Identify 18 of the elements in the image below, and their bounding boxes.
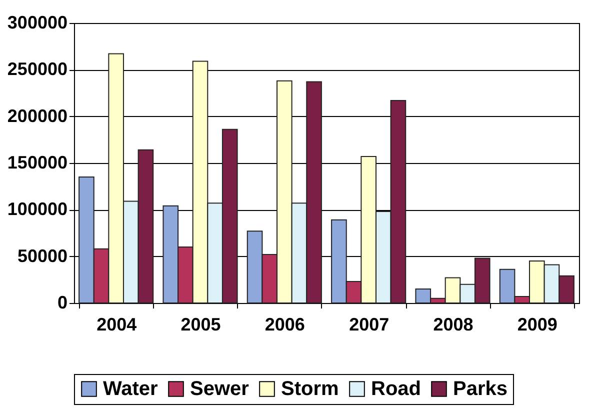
- legend-label: Parks: [453, 378, 508, 400]
- x-tick-label: 2008: [433, 314, 474, 334]
- y-tick-label: 200000: [7, 106, 68, 126]
- y-tick-label: 250000: [7, 59, 68, 80]
- y-tick-label: 50000: [17, 246, 68, 266]
- legend-label: Storm: [281, 378, 339, 400]
- x-tick-label: 2006: [264, 314, 305, 334]
- y-tick-label: 300000: [7, 12, 68, 32]
- x-tick-label: 2009: [517, 314, 558, 334]
- x-tick-label: 2007: [349, 314, 390, 334]
- x-tick-label: 2004: [96, 314, 137, 334]
- legend-label: Road: [371, 378, 421, 400]
- legend-label: Sewer: [190, 378, 250, 400]
- y-tick-label: 100000: [7, 199, 68, 220]
- y-tick-label: 150000: [7, 152, 68, 172]
- y-tick-label: 0: [57, 292, 68, 312]
- legend-label: Water: [103, 378, 158, 400]
- x-tick-label: 2005: [180, 314, 221, 334]
